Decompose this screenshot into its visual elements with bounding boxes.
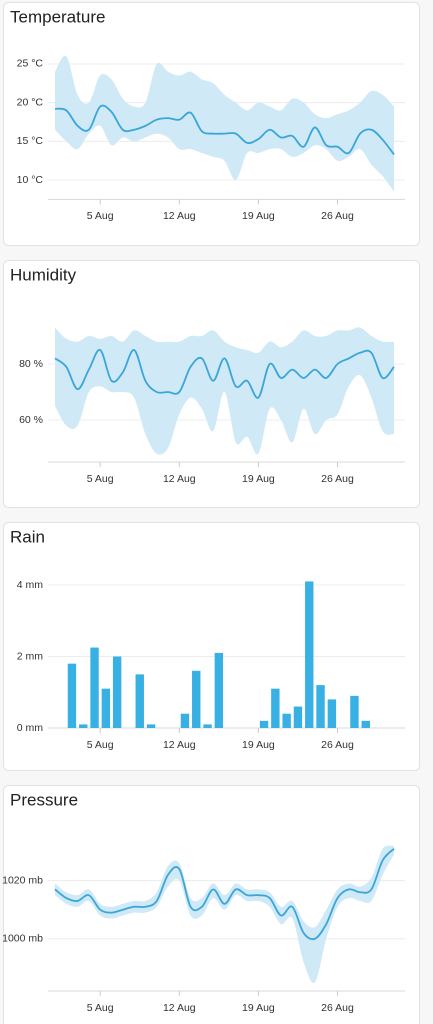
range-band <box>55 327 394 455</box>
bar <box>316 685 325 728</box>
x-tick-label: 5 Aug <box>87 210 114 222</box>
line <box>54 848 395 941</box>
x-tick-label: 12 Aug <box>163 210 196 222</box>
y-tick-label: 10 °C <box>17 174 44 186</box>
x-tick-label: 19 Aug <box>242 739 275 751</box>
x-tick-label: 12 Aug <box>163 739 196 751</box>
range-band <box>55 55 394 192</box>
chart-title: Humidity <box>10 265 77 284</box>
y-tick-label: 60 % <box>19 414 43 426</box>
y-tick-label: 1000 mb <box>2 933 43 945</box>
bar <box>146 724 156 728</box>
x-tick-label: 5 Aug <box>87 739 114 751</box>
x-tick-label: 19 Aug <box>242 473 275 485</box>
y-tick-label: 15 °C <box>17 135 44 147</box>
y-tick-label: 20 °C <box>17 96 44 108</box>
bar <box>79 724 88 728</box>
x-tick-label: 26 Aug <box>321 1002 354 1014</box>
x-tick-label: 12 Aug <box>163 473 196 485</box>
range-band <box>55 845 394 983</box>
line <box>54 104 395 156</box>
bar <box>90 647 99 728</box>
card <box>3 785 420 1024</box>
x-tick-label: 26 Aug <box>321 210 354 222</box>
x-tick-label: 12 Aug <box>163 1002 196 1014</box>
bar <box>271 688 280 728</box>
bar <box>112 656 122 728</box>
x-tick-label: 5 Aug <box>87 1002 114 1014</box>
bar <box>305 581 314 728</box>
bar <box>361 720 370 728</box>
bar <box>101 688 111 728</box>
bar <box>67 663 77 728</box>
bar <box>327 699 337 728</box>
y-tick-label: 4 mm <box>17 579 44 591</box>
bar <box>282 713 291 728</box>
y-tick-label: 80 % <box>19 358 43 370</box>
chart-title: Pressure <box>10 790 78 809</box>
line <box>54 349 395 399</box>
bar <box>214 652 224 728</box>
chart-title: Temperature <box>10 7 105 26</box>
chart-title: Rain <box>10 527 45 546</box>
y-tick-label: 2 mm <box>17 650 44 662</box>
bar <box>293 706 303 728</box>
bar <box>135 674 144 728</box>
y-tick-label: 0 mm <box>17 722 44 734</box>
bar <box>350 695 359 728</box>
bar <box>192 670 201 728</box>
x-tick-label: 5 Aug <box>87 473 114 485</box>
x-tick-label: 19 Aug <box>242 1002 275 1014</box>
card <box>3 522 420 771</box>
y-tick-label: 25 °C <box>17 58 44 70</box>
bar <box>259 720 269 728</box>
bar <box>203 724 212 728</box>
bar <box>180 713 190 728</box>
x-tick-label: 26 Aug <box>321 739 354 751</box>
y-tick-label: 1020 mb <box>2 874 43 886</box>
x-tick-label: 26 Aug <box>321 473 354 485</box>
x-tick-label: 19 Aug <box>242 210 275 222</box>
